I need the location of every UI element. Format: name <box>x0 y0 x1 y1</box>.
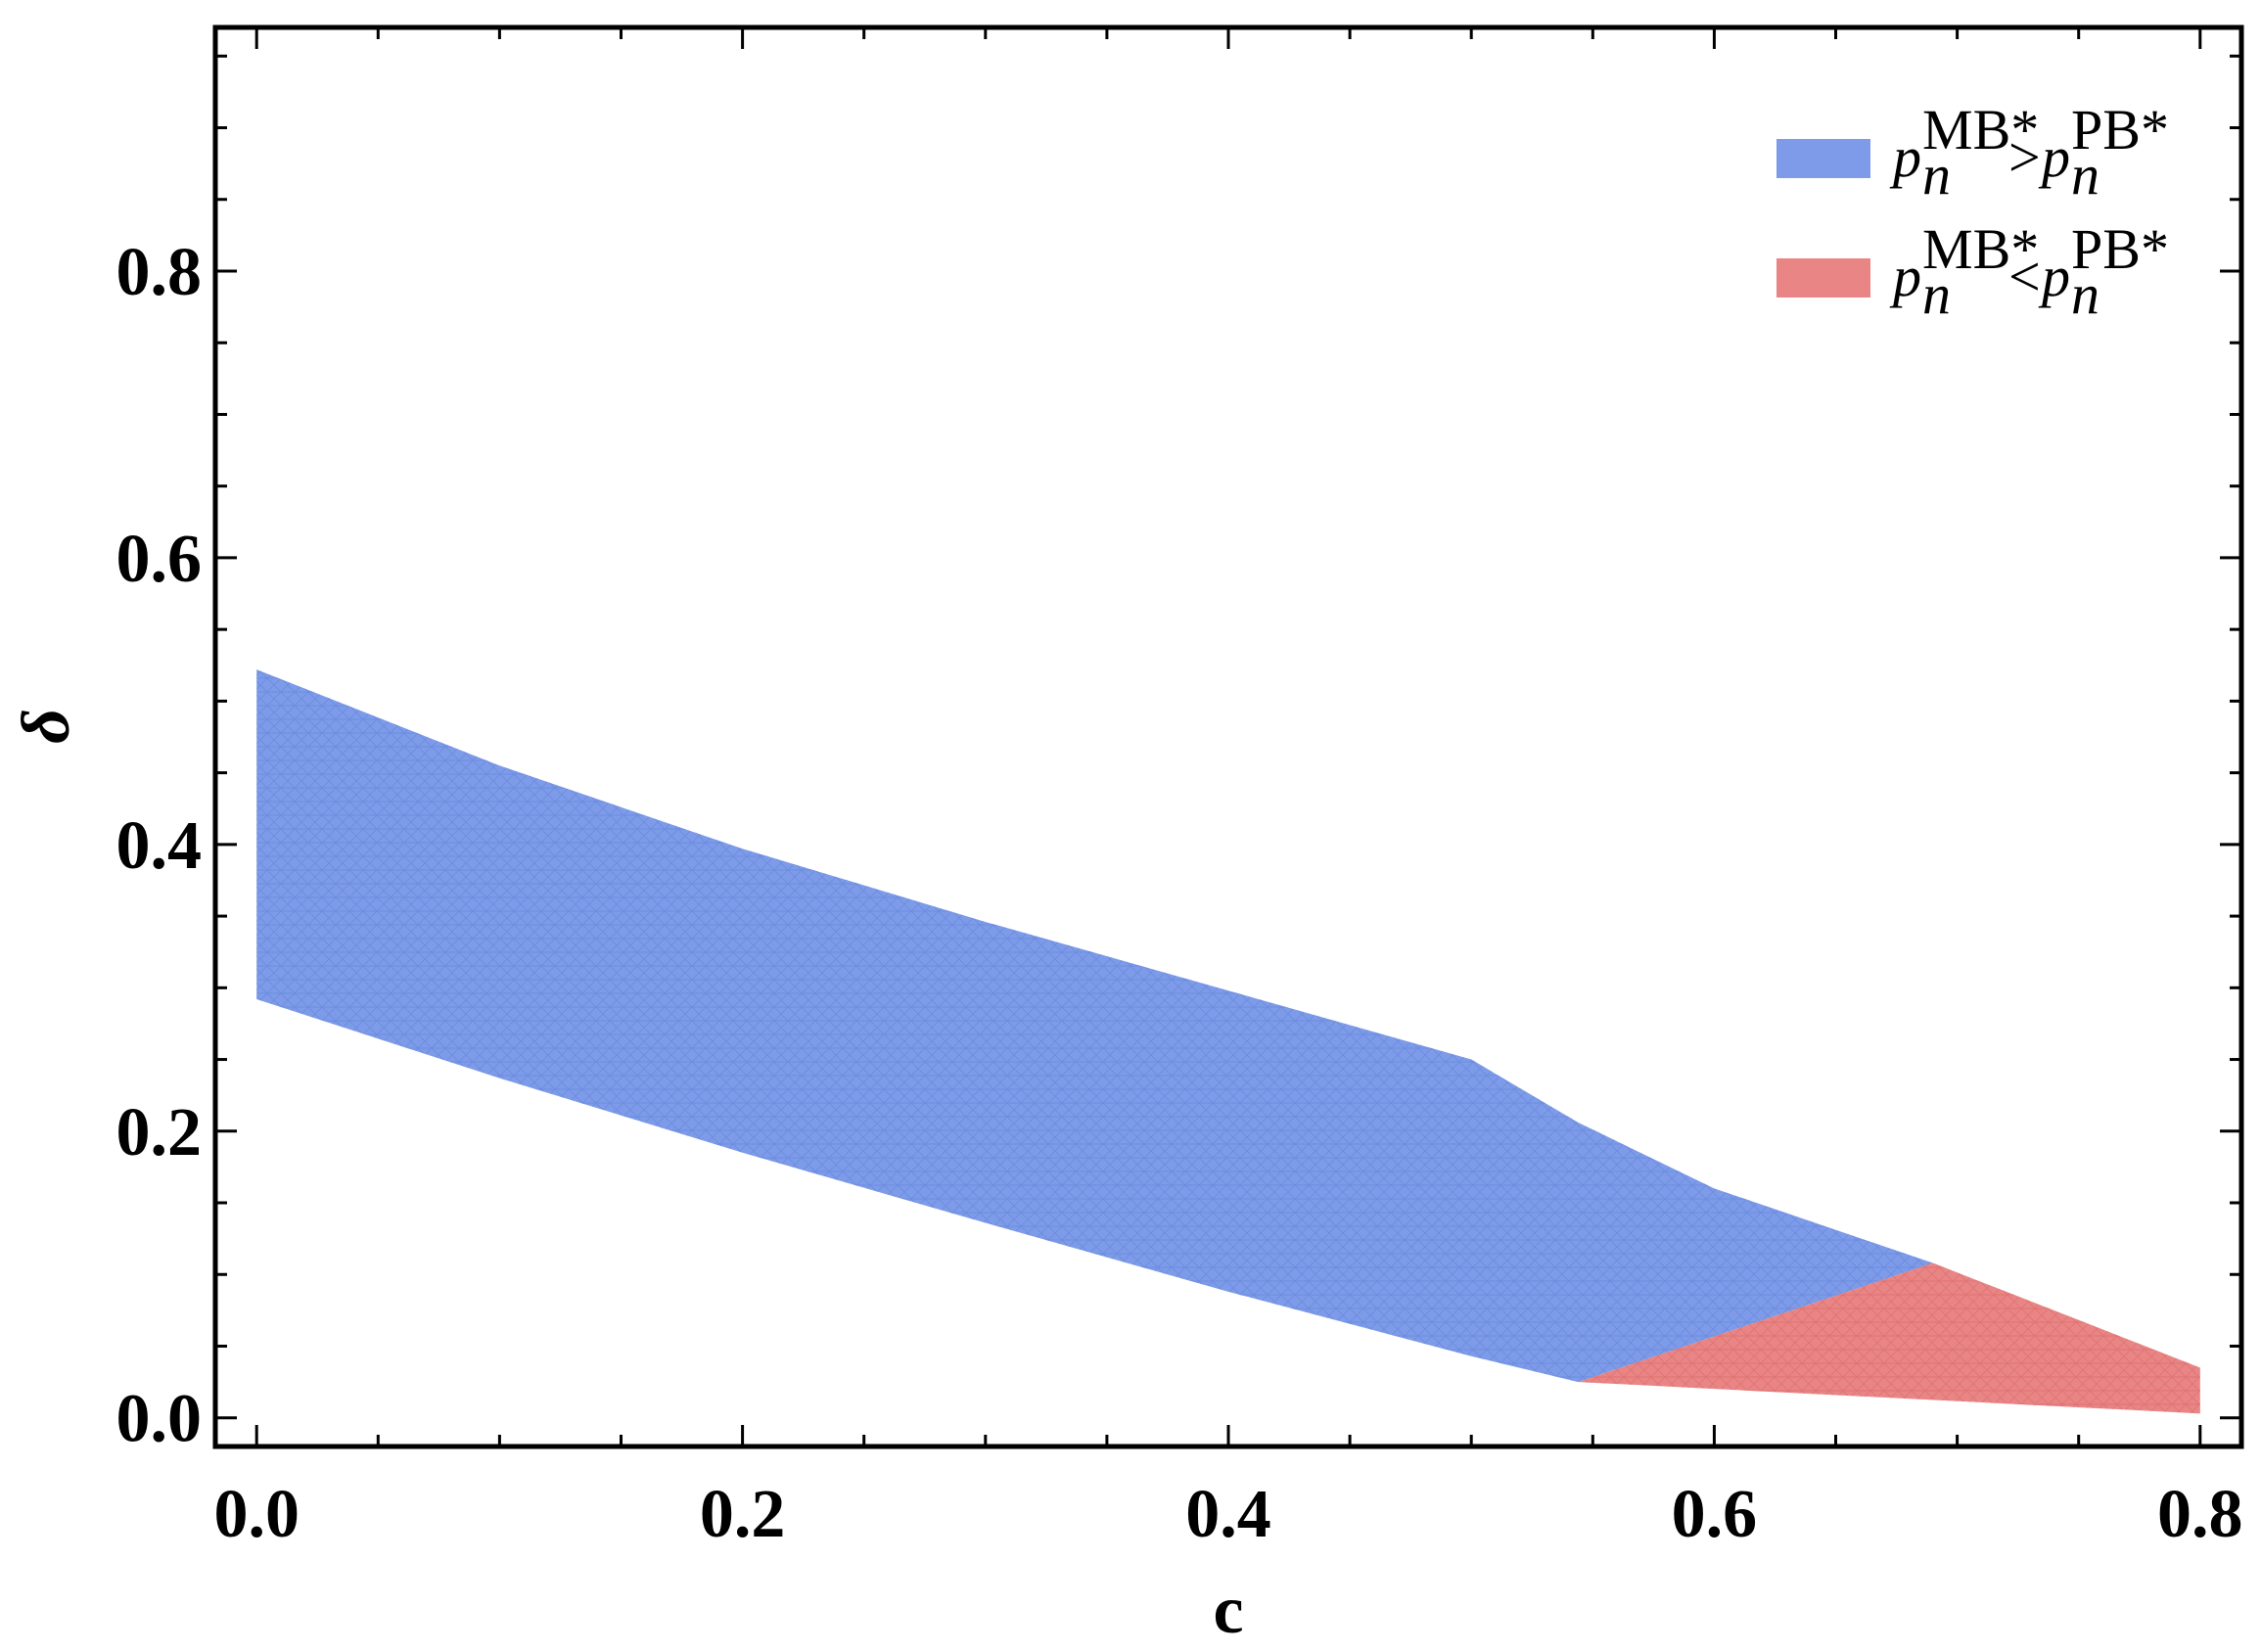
x-tick-label: 0.2 <box>700 1477 786 1552</box>
x-tick-label: 0.0 <box>213 1477 300 1552</box>
legend-swatch <box>1776 139 1870 178</box>
y-axis-label: δ <box>9 709 84 744</box>
legend-label-part: n <box>2071 262 2100 326</box>
legend-label-part: PB* <box>2071 98 2169 161</box>
legend-label-part: n <box>2071 143 2100 206</box>
legend-label-part: PB* <box>2071 217 2169 281</box>
legend-label-part: n <box>1922 262 1951 326</box>
legend-label-part: MB* <box>1922 98 2039 161</box>
y-tick-label: 0.4 <box>116 808 203 884</box>
series-mesh-1 <box>256 669 1933 1383</box>
legend-label-part: < <box>2008 245 2041 308</box>
legend-label-part: n <box>1922 143 1951 206</box>
y-tick-label: 0.0 <box>116 1382 203 1457</box>
series-mesh-2 <box>1578 1262 2200 1414</box>
legend-label-part: p <box>2038 245 2070 308</box>
legend-label-part: p <box>1889 125 1921 189</box>
legend-label-part: MB* <box>1922 217 2039 281</box>
x-axis-label: c <box>1213 1573 1243 1648</box>
y-tick-label: 0.2 <box>116 1095 203 1170</box>
y-tick-label: 0.8 <box>116 235 203 310</box>
x-tick-label: 0.4 <box>1185 1477 1271 1552</box>
legend: p MB*n > p PB*np MB*n < p PB*n <box>1776 98 2169 326</box>
x-tick-label: 0.6 <box>1672 1477 1758 1552</box>
legend-label-part: > <box>2008 125 2041 189</box>
x-tick-label: 0.8 <box>2157 1477 2243 1552</box>
legend-swatch <box>1776 258 1870 298</box>
series-layer <box>256 669 2200 1414</box>
plot-frame <box>212 24 2244 1449</box>
legend-label-part: p <box>2038 125 2070 189</box>
x-tick-labels: 0.0 0.2 0.4 0.6 0.8 <box>213 1477 2242 1552</box>
y-tick-label: 0.6 <box>116 522 203 597</box>
legend-label-part: p <box>1889 245 1921 308</box>
y-tick-labels: 0.0 0.2 0.4 0.6 0.8 <box>116 235 203 1457</box>
